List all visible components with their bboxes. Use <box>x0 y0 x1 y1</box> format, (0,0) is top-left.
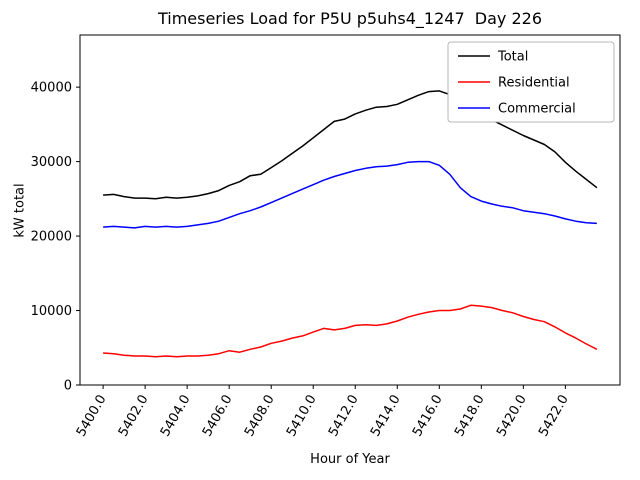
x-axis-label: Hour of Year <box>310 452 390 467</box>
y-tick-label: 20000 <box>31 230 72 245</box>
x-tick-label: 5402.0 <box>116 393 152 440</box>
x-tick-label: 5422.0 <box>536 393 572 440</box>
y-tick-label: 40000 <box>31 81 72 96</box>
x-tick-label: 5416.0 <box>410 393 446 440</box>
series-line-residential <box>103 304 598 358</box>
legend: Total Residential Commercial <box>447 41 615 123</box>
legend-box <box>447 41 615 123</box>
x-tick-label: 5412.0 <box>326 393 362 440</box>
y-tick-label: 30000 <box>31 155 72 170</box>
x-tick-label: 5406.0 <box>200 393 236 440</box>
x-tick-label: 5408.0 <box>242 393 278 440</box>
x-tick-label: 5420.0 <box>494 393 530 440</box>
chart-title: Timeseries Load for P5U p5uhs4_1247 Day … <box>157 9 543 28</box>
series-line-commercial <box>103 160 597 229</box>
series-line-total <box>103 90 598 200</box>
x-tick-label: 5410.0 <box>284 393 320 440</box>
x-tick-label: 5414.0 <box>368 393 404 440</box>
legend-label-total: Total <box>497 50 528 65</box>
y-tick-label: 0 <box>64 379 72 394</box>
legend-label-residential: Residential <box>498 76 570 91</box>
legend-label-commercial: Commercial <box>498 102 576 117</box>
y-tick-label: 10000 <box>31 304 72 319</box>
x-tick-label: 5400.0 <box>74 393 110 440</box>
x-tick-label: 5418.0 <box>452 393 488 440</box>
x-tick-label: 5404.0 <box>158 393 194 440</box>
